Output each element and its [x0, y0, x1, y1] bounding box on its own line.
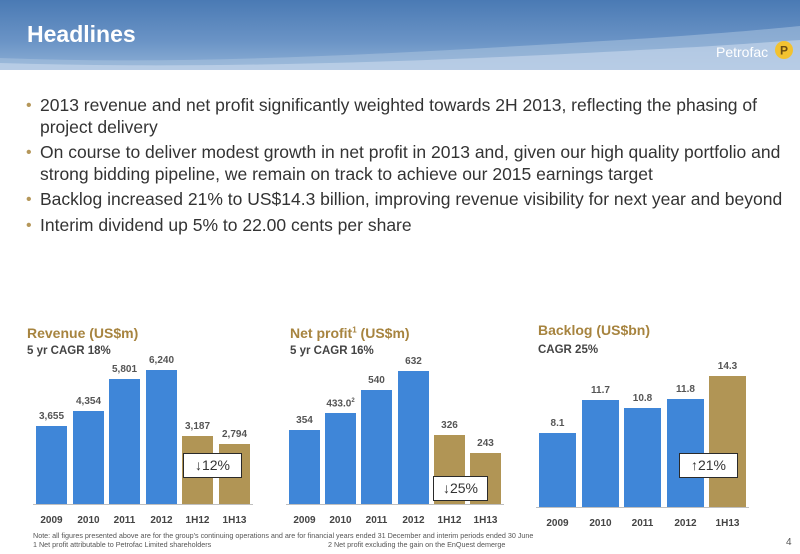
- bullet-item: • On course to deliver modest growth in n…: [26, 142, 781, 184]
- change-callout-box: ↑21%: [679, 453, 738, 478]
- x-tick-label: 2009: [40, 515, 63, 526]
- bullet-dot-icon: •: [26, 191, 32, 208]
- x-tick-label: 2010: [77, 515, 100, 526]
- bar-value-label: 10.8: [632, 393, 653, 404]
- page-title: Headlines: [27, 21, 136, 47]
- header-wave-decoration: [0, 26, 800, 70]
- bar-value-label: 14.3: [717, 361, 738, 372]
- x-tick-label: 2010: [329, 515, 352, 526]
- chart-baseline: [536, 507, 749, 508]
- petrofac-logo-text: Petrofac: [716, 44, 769, 60]
- chart-bar: [289, 430, 320, 504]
- bar-value-label: 11.7: [591, 385, 610, 396]
- x-tick-label: 2009: [546, 518, 569, 529]
- footnote-note: Note: all figures presented above are fo…: [33, 531, 534, 540]
- header-banner: Headlines Petrofac P: [0, 0, 800, 70]
- chart-bar: [109, 379, 140, 504]
- bar-value-label: 243: [477, 438, 494, 449]
- net-profit-chart-title: Net profit1 (US$m): [290, 325, 410, 341]
- chart-bar: [624, 408, 661, 507]
- x-tick-label: 1H13: [222, 515, 247, 526]
- bar-value-label: 3,655: [38, 411, 65, 422]
- bar-value-label: 4,354: [75, 396, 102, 407]
- bullet-item: • Interim dividend up 5% to 22.00 cents p…: [26, 214, 412, 235]
- chart-bar: [325, 413, 356, 504]
- chart-baseline: [33, 504, 253, 505]
- chart-bar: [539, 433, 576, 507]
- svg-text:P: P: [780, 44, 788, 58]
- bar-value-label: 632: [405, 356, 422, 367]
- chart-bar: [709, 376, 746, 507]
- chart-bar: [398, 371, 429, 504]
- bar-value-label: 3,187: [184, 421, 211, 432]
- page-number: 4: [786, 537, 792, 548]
- x-tick-label: 2012: [402, 515, 425, 526]
- chart-bar: [361, 390, 392, 504]
- bar-value-label: 540: [368, 375, 385, 386]
- change-callout-box: ↓25%: [433, 476, 488, 501]
- bar-value-label: 6,240: [148, 355, 175, 366]
- change-callout-box: ↓12%: [183, 453, 242, 478]
- x-tick-label: 2012: [150, 515, 173, 526]
- x-tick-label: 1H13: [473, 515, 498, 526]
- x-tick-label: 2011: [113, 515, 136, 526]
- backlog-chart-subtitle: CAGR 25%: [538, 344, 599, 356]
- revenue-chart-title: Revenue (US$m): [27, 325, 139, 341]
- bullet-dot-icon: •: [26, 216, 32, 234]
- headline-bullets: • 2013 revenue and net profit significant…: [26, 95, 796, 240]
- bullet-item: • Backlog increased 21% to US$14.3 billio…: [26, 189, 783, 209]
- bullet-item: • 2013 revenue and net profit significant…: [26, 95, 757, 137]
- bar-value-label: 2,794: [221, 429, 248, 440]
- chart-bar: [36, 426, 67, 504]
- chart-bar: [73, 411, 104, 504]
- footnote-2: 2 Net profit excluding the gain on the E…: [328, 540, 506, 549]
- bullet-dot-icon: •: [26, 144, 32, 161]
- backlog-chart-title: Backlog (US$bn): [538, 322, 651, 338]
- bar-value-label: 354: [296, 415, 313, 426]
- revenue-chart-subtitle: 5 yr CAGR 18%: [27, 345, 111, 357]
- chart-bar: [146, 370, 177, 504]
- bar-value-label: 11.8: [676, 384, 695, 395]
- x-tick-label: 2011: [365, 515, 388, 526]
- x-tick-label: 2011: [631, 518, 654, 529]
- chart-bar: [582, 400, 619, 507]
- bar-value-label: 8.1: [550, 418, 565, 429]
- chart-baseline: [286, 504, 504, 505]
- bar-value-label: 326: [441, 420, 458, 431]
- x-tick-label: 1H13: [715, 518, 740, 529]
- x-tick-label: 1H12: [437, 515, 462, 526]
- footnote-1: 1 Net profit attributable to Petrofac Li…: [33, 540, 212, 549]
- x-tick-label: 2012: [674, 518, 697, 529]
- x-tick-label: 2009: [293, 515, 316, 526]
- bar-value-label: 433.02: [326, 398, 355, 410]
- x-tick-label: 1H12: [185, 515, 210, 526]
- x-tick-label: 2010: [589, 518, 612, 529]
- bullet-dot-icon: •: [26, 97, 32, 114]
- petrofac-logo-icon: P: [775, 41, 793, 59]
- bar-value-label: 5,801: [111, 364, 138, 375]
- net-profit-chart-subtitle: 5 yr CAGR 16%: [290, 345, 374, 357]
